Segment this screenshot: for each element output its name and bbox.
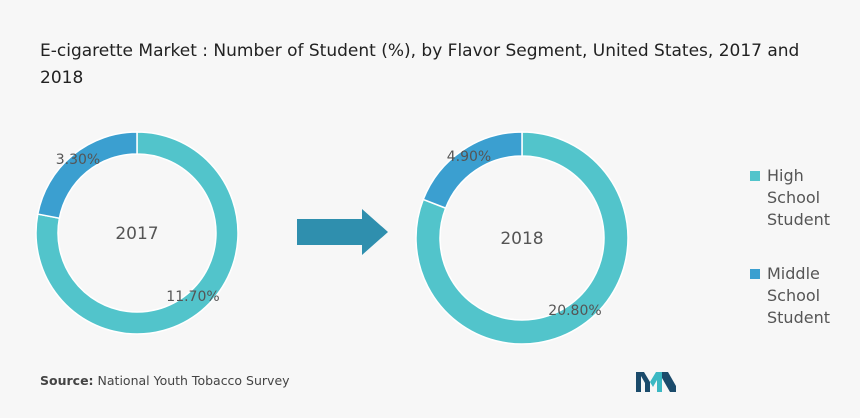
data-label-2018-high-school: 20.80% [548,303,601,319]
legend-swatch-middle-school [750,269,760,279]
slice-2018-middle-school [422,131,523,210]
slice-2017-high-school [35,131,239,335]
data-label-2017-middle-school: 3.30% [56,152,100,168]
data-label-2017-high-school: 11.70% [166,289,219,305]
center-label-2017: 2017 [115,224,158,244]
slice-2018-high-school [415,131,629,345]
donut-2017: 11.70% 3.30% 2017 [35,131,239,335]
center-label-2018: 2018 [500,229,543,249]
slice-2017-middle-school [36,131,138,220]
donut-2018: 20.80% 4.90% 2018 [415,131,629,345]
company-logo-icon [636,372,676,392]
data-label-2018-middle-school: 4.90% [447,149,491,165]
legend-label-high-school: High School Student [767,166,830,229]
source-note: Source: National Youth Tobacco Survey [40,373,290,388]
arrow-icon [297,209,388,255]
source-text: National Youth Tobacco Survey [97,373,290,388]
legend-label-middle-school: Middle School Student [767,264,830,327]
legend-swatch-high-school [750,171,760,181]
source-label: Source: [40,373,94,388]
chart-title: E-cigarette Market : Number of Student (… [40,41,800,88]
